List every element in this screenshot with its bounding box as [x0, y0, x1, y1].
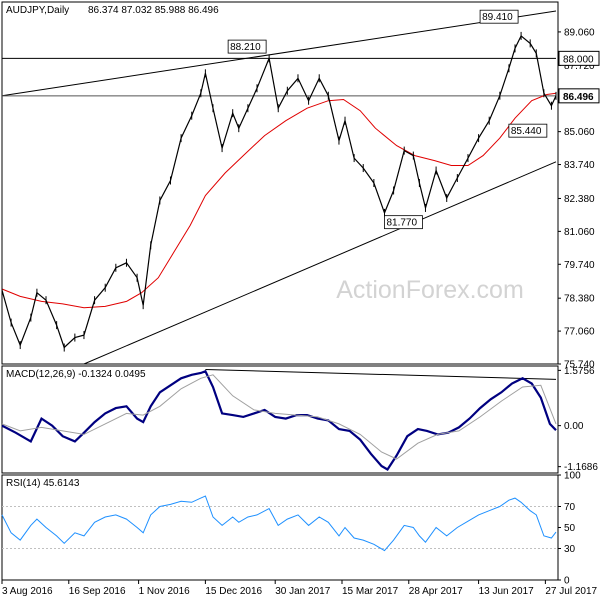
- y-tick-label: 82.380: [564, 194, 595, 205]
- y-tick-label: 85.060: [564, 127, 595, 138]
- annotation-label: 88.210: [230, 42, 261, 53]
- upper-trendline: [1, 10, 557, 97]
- y-tick-label: 83.740: [564, 160, 595, 171]
- y-tick-label: 0.00: [564, 421, 584, 432]
- x-tick-label: 30 Jan 2017: [275, 586, 330, 597]
- y-tick-label: 50: [564, 523, 576, 534]
- watermark: ActionForex.com: [336, 276, 524, 304]
- price-panel: ActionForex.com89.06087.72086.38085.0608…: [1, 1, 600, 371]
- series-macd: [1, 369, 557, 471]
- series-signal: [1, 374, 557, 460]
- current-price-label: 86.496: [563, 92, 594, 103]
- y-tick-label: 77.060: [564, 327, 595, 338]
- macd-panel: 1.5756 0.00 -1.1686 MACD(12,26,9) -0.1324 0…: [1, 365, 598, 474]
- y-tick-label: 100: [564, 471, 581, 482]
- y-tick-label: 78.380: [564, 294, 595, 305]
- y-tick-label: 75.740: [564, 360, 595, 371]
- y-tick-label: 87.720: [564, 61, 595, 72]
- series-sma: [1, 92, 557, 309]
- x-axis: 3 Aug 2016 16 Sep 2016 1 Nov 2016 15 Dec 20…: [1, 580, 598, 597]
- annotation-box: [227, 39, 267, 54]
- annotation-label: 85.440: [511, 126, 542, 137]
- x-tick-label: 16 Sep 2016: [69, 586, 126, 597]
- lower-trendline: [83, 161, 557, 365]
- panel-frame: [1, 365, 559, 474]
- x-tick-label: 1 Nov 2016: [139, 586, 191, 597]
- ohlc-header: 86.374 87.032 85.988 86.496: [88, 5, 219, 16]
- y-tick-label: 79.740: [564, 260, 595, 271]
- current-price-box: [558, 88, 600, 104]
- x-tick-label: 13 Jun 2017: [479, 586, 534, 597]
- series-close: [1, 34, 557, 349]
- y-tick-label: 1.5756: [564, 366, 595, 377]
- x-tick-label: 3 Aug 2016: [2, 586, 53, 597]
- macd-resistance-trendline: [205, 369, 557, 380]
- y-tick-label: 0: [564, 576, 570, 587]
- rsi-panel: 100 70 50 30 0 RSI(14) 45.6143: [1, 471, 581, 587]
- y-tick-label: 89.060: [564, 27, 595, 38]
- panel-frame: [1, 1, 559, 365]
- y-tick-label: 81.060: [564, 227, 595, 238]
- annotation-label: 81.770: [386, 218, 417, 229]
- series-rsi: [1, 495, 557, 552]
- panel-title: MACD(12,26,9) -0.1324 0.0495: [6, 369, 146, 380]
- annotation-box: [508, 123, 548, 138]
- level-line-label: 88.000: [563, 54, 594, 65]
- y-tick-label: 70: [564, 502, 576, 513]
- x-tick-label: 28 Apr 2017: [409, 586, 463, 597]
- y-tick-label: 30: [564, 544, 576, 555]
- annotation-box: [479, 9, 519, 24]
- x-tick-label: 15 Mar 2017: [342, 586, 399, 597]
- y-tick-label: -1.1686: [564, 462, 598, 473]
- annotation-box: [384, 215, 423, 230]
- panel-title: AUDJPY,Daily: [6, 5, 69, 16]
- level-label-box: [558, 50, 600, 66]
- x-tick-label: 15 Dec 2016: [205, 586, 262, 597]
- x-tick-label: 27 Jul 2017: [545, 586, 597, 597]
- annotation-label: 89.410: [482, 12, 513, 23]
- panel-title: RSI(14) 45.6143: [6, 478, 80, 489]
